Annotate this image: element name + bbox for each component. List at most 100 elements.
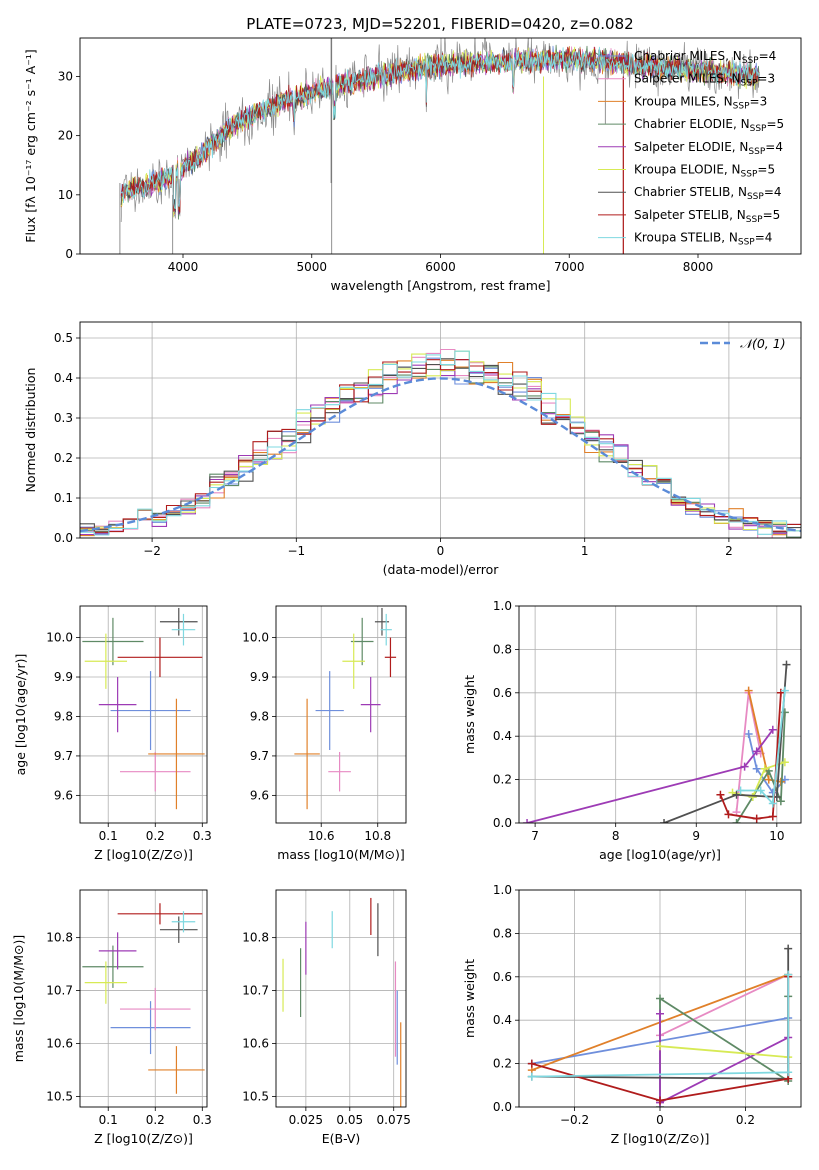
axes-frame xyxy=(79,605,208,824)
x-tick-label: 10.8 xyxy=(364,829,391,843)
y-tick-label: 10.5 xyxy=(242,1089,269,1103)
y-tick-label: 10.8 xyxy=(242,931,269,945)
weight-marker xyxy=(744,730,753,739)
x-tick-label: 0.2 xyxy=(146,1113,165,1127)
legend-label: 𝒩(0, 1) xyxy=(740,336,786,351)
y-tick-label: 9.9 xyxy=(250,670,269,684)
legend: Chabrier MILES, NSSP=4 Salpeter MILES, NS… xyxy=(598,49,784,248)
y-tick-label: 0.3 xyxy=(54,411,73,425)
panel-z-vs-mass: 0.1 0.2 0.3 10.5 10.6 10.7 10.8 Z [log10(Z/Z⊙)]… xyxy=(11,889,212,1146)
y-tick-label: 10 xyxy=(58,188,73,202)
weight-marker xyxy=(768,725,777,734)
x-tick-label: 8000 xyxy=(683,260,714,274)
x-axis-label: age [log10(age/yr)] xyxy=(599,847,721,862)
weight-line xyxy=(663,664,788,823)
plot-area xyxy=(119,38,760,254)
y-tick-label: 0.2 xyxy=(493,1057,512,1071)
panel-ebv-vs-mass: 0.025 0.05 0.075 10.5 10.6 10.7 10.8 E(B-V) xyxy=(242,889,411,1146)
weight-marker xyxy=(656,1096,664,1105)
y-tick-label: 0.8 xyxy=(493,926,512,940)
plot-area xyxy=(527,944,793,1107)
normal-curve xyxy=(80,377,801,533)
axes-frame xyxy=(275,889,407,1108)
panel-spectrum: 4000 5000 6000 7000 8000 0 10 20 30 wavelength [A… xyxy=(23,37,802,293)
panel-residuals: −2 −1 0 1 2 0.0 0.1 0.2 0.3 0.4 0.5 (data-model)/er… xyxy=(23,321,802,577)
weight-marker xyxy=(782,660,791,669)
weight-marker xyxy=(744,686,753,695)
y-tick-label: 10.0 xyxy=(242,631,269,645)
y-tick-label: 9.8 xyxy=(54,709,73,723)
x-tick-label: 0.1 xyxy=(99,829,118,843)
weight-marker xyxy=(784,970,793,979)
y-axis-label: Flux [fλ 10⁻¹⁷ erg cm⁻² s⁻¹ A⁻¹] xyxy=(23,49,38,242)
axes-frame xyxy=(275,605,407,824)
weight-marker xyxy=(716,790,725,799)
y-tick-label: 0.2 xyxy=(54,451,73,465)
y-tick-label: 10.6 xyxy=(46,1036,73,1050)
y-tick-label: 9.8 xyxy=(250,709,269,723)
weight-marker xyxy=(760,764,769,773)
weight-marker xyxy=(527,1059,536,1068)
x-axis-label: Z [log10(Z/Z⊙)] xyxy=(611,1131,710,1146)
y-tick-label: 9.6 xyxy=(250,788,269,802)
y-tick-label: 1.0 xyxy=(493,883,512,897)
x-tick-label: 10 xyxy=(769,829,784,843)
x-tick-label: 0.3 xyxy=(193,829,212,843)
x-tick-label: 8 xyxy=(612,829,620,843)
weight-line xyxy=(526,729,774,823)
y-tick-label: 9.6 xyxy=(54,788,73,802)
x-tick-label: 1 xyxy=(581,544,589,558)
y-tick-label: 0.1 xyxy=(54,491,73,505)
weight-line xyxy=(740,690,786,805)
x-tick-label: 6000 xyxy=(425,260,456,274)
y-tick-label: 10.7 xyxy=(242,984,269,998)
histogram xyxy=(80,350,801,536)
weight-marker xyxy=(748,792,757,801)
y-tick-label: 0.6 xyxy=(493,686,512,700)
y-tick-label: 10.8 xyxy=(46,931,73,945)
weight-line xyxy=(659,1045,789,1058)
legend-label: Salpeter ELODIE, NSSP=4 xyxy=(634,140,783,157)
weight-marker xyxy=(776,797,785,806)
weight-marker xyxy=(768,812,777,821)
axes-frame xyxy=(518,605,802,824)
x-tick-label: 7000 xyxy=(554,260,585,274)
x-tick-label: 4000 xyxy=(168,260,199,274)
y-tick-label: 10.7 xyxy=(46,984,73,998)
weight-marker xyxy=(780,686,789,695)
y-axis-label: age [log10(age/yr)] xyxy=(13,654,28,776)
y-tick-label: 0.4 xyxy=(493,1013,512,1027)
weight-marker xyxy=(736,786,745,795)
y-tick-label: 10.6 xyxy=(242,1036,269,1050)
weight-marker xyxy=(740,762,749,771)
weight-marker xyxy=(752,747,761,756)
x-axis-label: wavelength [Angstrom, rest frame] xyxy=(330,278,550,293)
x-tick-label: −1 xyxy=(287,544,305,558)
x-tick-label: 5000 xyxy=(296,260,327,274)
y-tick-label: 0.0 xyxy=(493,1100,512,1114)
y-tick-label: 9.7 xyxy=(250,749,269,763)
weight-marker xyxy=(728,788,737,797)
weight-marker xyxy=(660,819,669,823)
x-tick-label: 0.075 xyxy=(377,1113,411,1127)
plot-area xyxy=(523,660,791,823)
x-axis-label: Z [log10(Z/Z⊙)] xyxy=(94,847,193,862)
panel-mass-vs-age: 10.6 10.8 9.6 9.7 9.8 9.9 10.0 mass [log10(M/M⊙… xyxy=(242,605,407,862)
y-tick-label: 10.0 xyxy=(46,631,73,645)
weight-line xyxy=(659,973,789,1037)
plot-area xyxy=(282,897,402,1107)
model-spectrum xyxy=(120,46,760,215)
plot-area xyxy=(82,607,205,810)
y-tick-label: 30 xyxy=(58,69,73,83)
x-tick-label: 7 xyxy=(531,829,539,843)
panel-z-vs-age: 0.1 0.2 0.3 9.6 9.7 9.8 9.9 10.0 Z [log10(Z/Z⊙)]… xyxy=(13,605,212,862)
legend-label: Chabrier ELODIE, NSSP=5 xyxy=(634,117,784,134)
y-axis-label: Normed distribution xyxy=(23,368,38,493)
y-tick-label: 0.6 xyxy=(493,970,512,984)
x-tick-label: 0.025 xyxy=(289,1113,323,1127)
x-tick-label: 0.2 xyxy=(146,829,165,843)
legend-label: Salpeter STELIB, NSSP=5 xyxy=(634,208,780,225)
legend-label: Kroupa ELODIE, NSSP=5 xyxy=(634,163,775,180)
legend-label: Kroupa MILES, NSSP=3 xyxy=(634,94,767,111)
x-axis-label: Z [log10(Z/Z⊙)] xyxy=(94,1131,193,1146)
